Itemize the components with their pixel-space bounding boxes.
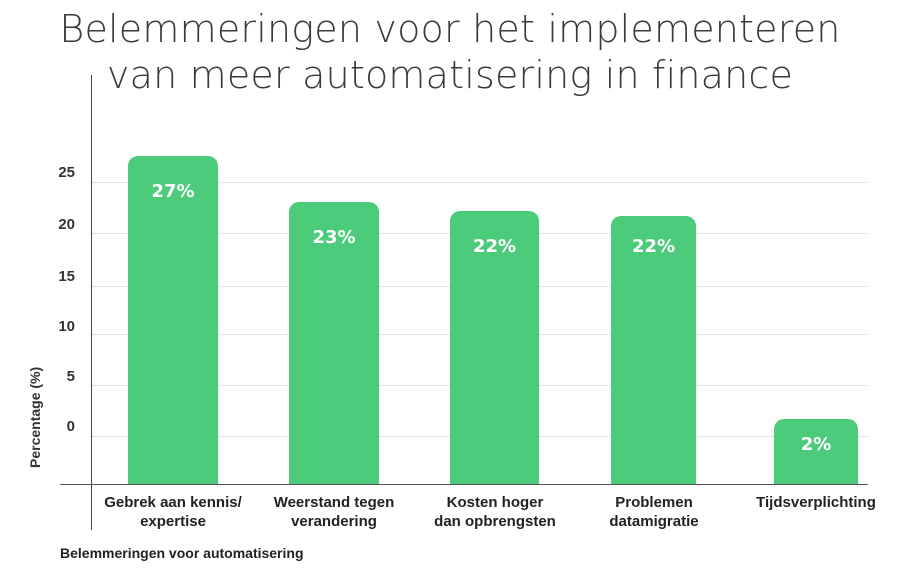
ytick-10: 10 <box>58 318 75 335</box>
xtick-tijdsverplichting: Tijdsverplichting <box>731 493 900 512</box>
chart-title-line-2: van meer automatisering in finance <box>106 53 794 97</box>
xtick-gebrek-aan-kennis: Gebrek aan kennis/ expertise <box>88 493 258 531</box>
ytick-5: 5 <box>66 368 75 385</box>
ytick-25: 25 <box>58 164 75 181</box>
xtick-line: Tijdsverplichting <box>756 494 876 511</box>
chart-title-line-1: Belemmeringen voor het implementeren <box>59 7 841 51</box>
bar-weerstand: 23% <box>289 202 379 484</box>
x-axis-label: Belemmeringen voor automatisering <box>60 545 304 561</box>
y-axis-line <box>91 75 92 530</box>
xtick-weerstand: Weerstand tegen verandering <box>249 493 419 531</box>
bar-value-label: 22% <box>631 236 676 257</box>
x-axis-line <box>60 484 868 485</box>
xtick-line: expertise <box>140 513 206 530</box>
bar-problemen-datamigratie: 22% <box>611 216 696 484</box>
xtick-line: Gebrek aan kennis/ <box>104 494 242 511</box>
ytick-0: 0 <box>66 418 75 435</box>
gridline-25 <box>92 182 868 183</box>
bar-tijdsverplichting: 2% <box>774 419 858 484</box>
bar-value-label: 23% <box>312 227 356 248</box>
bar-value-label: 22% <box>472 236 517 257</box>
xtick-line: Kosten hoger <box>446 494 544 511</box>
ytick-20: 20 <box>58 216 75 233</box>
ytick-15: 15 <box>58 268 75 285</box>
bar-value-label: 27% <box>151 181 195 202</box>
y-axis-label: Percentage (%) <box>27 366 43 468</box>
bar-kosten: 22% <box>450 211 539 484</box>
bar-value-label: 2% <box>800 434 832 455</box>
bar-gebrek-aan-kennis: 27% <box>128 156 218 484</box>
xtick-kosten: Kosten hoger dan opbrengsten <box>410 493 580 531</box>
xtick-line: dan opbrengsten <box>434 513 556 530</box>
xtick-line: Problemen <box>615 494 693 511</box>
xtick-line: Weerstand tegen <box>273 494 395 511</box>
xtick-problemen-datamigratie: Problemen datamigratie <box>569 493 739 531</box>
xtick-line: datamigratie <box>609 513 699 530</box>
xtick-line: verandering <box>291 513 377 530</box>
